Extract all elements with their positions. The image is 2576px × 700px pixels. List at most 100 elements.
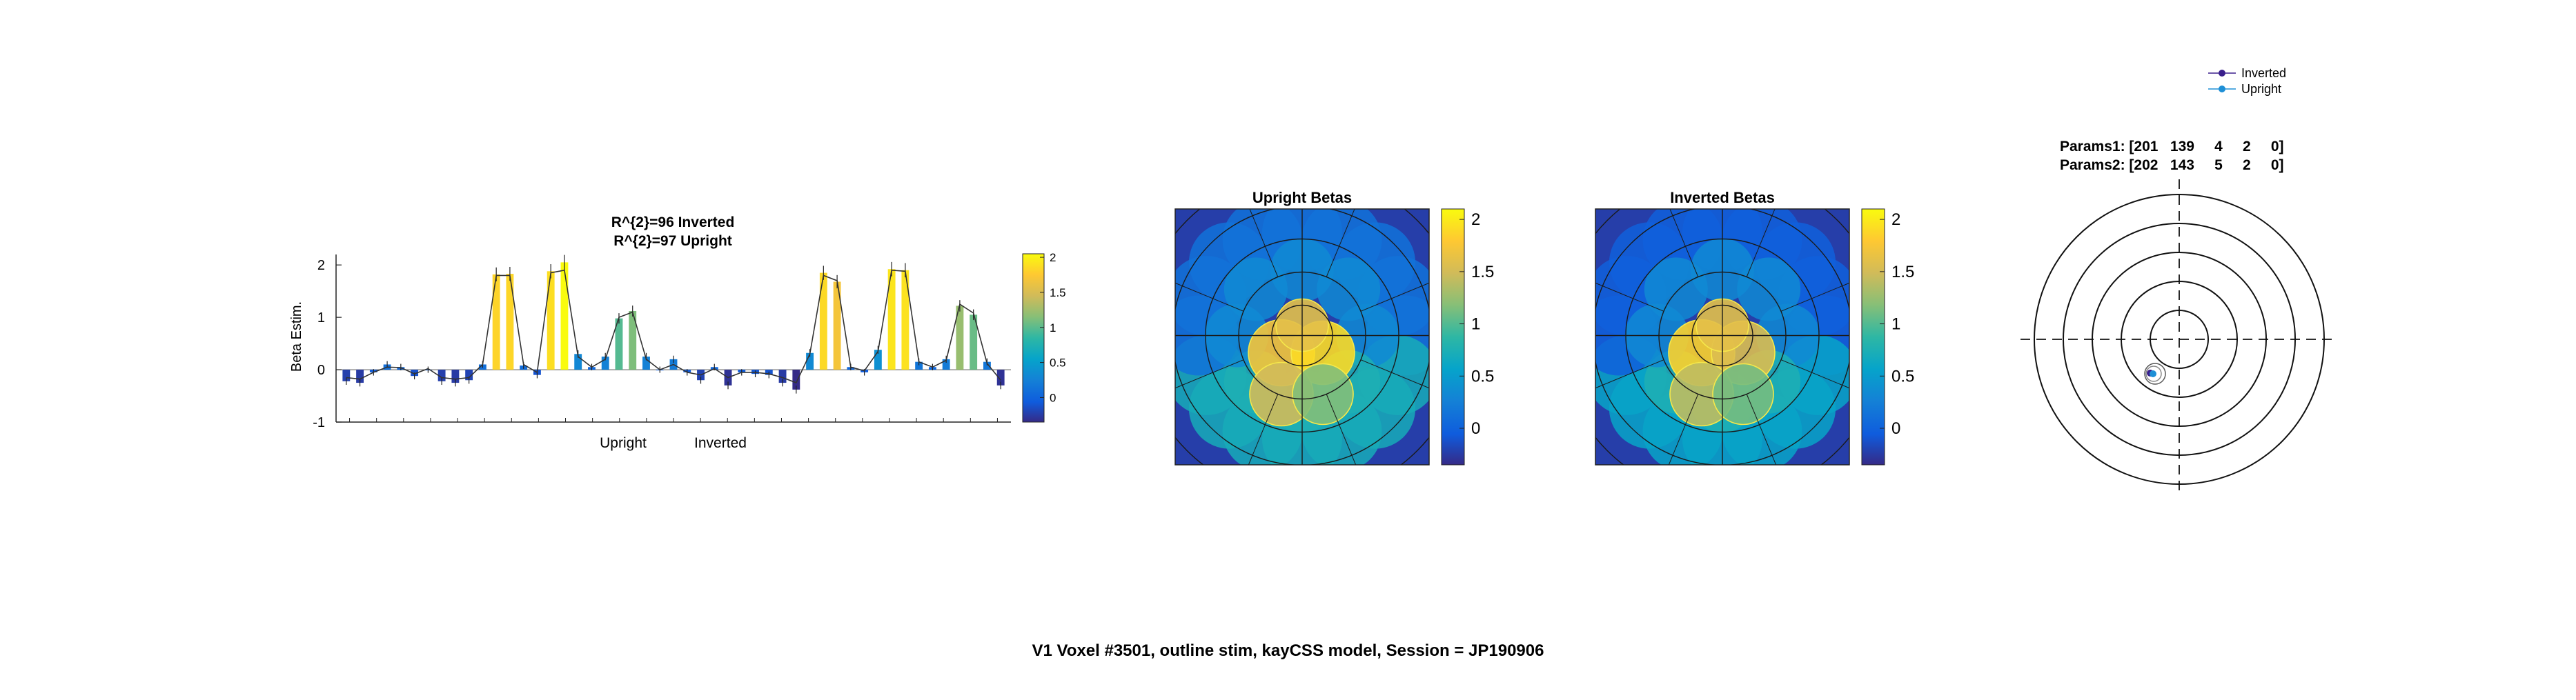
blob-outline xyxy=(1712,363,1774,426)
y-tick-label: 1 xyxy=(317,310,325,326)
colorbar-tick-label: 0.5 xyxy=(1891,367,1914,386)
bar xyxy=(629,311,637,370)
colorbar-tick-label: 1.5 xyxy=(1471,263,1494,281)
stimulus-response-blob xyxy=(1317,257,1381,321)
y-tick-label: 2 xyxy=(317,258,325,273)
bar-chart-model-fit-line xyxy=(346,269,1001,384)
bar xyxy=(437,370,446,381)
colorbar-gradient xyxy=(1441,208,1465,466)
colorbar-tick-label: 1.5 xyxy=(1050,286,1066,299)
bar xyxy=(970,314,978,370)
upright-prf-outline xyxy=(2145,366,2162,382)
bar xyxy=(465,370,473,381)
bar xyxy=(792,370,800,390)
colorbar-tick-label: 0.5 xyxy=(1050,357,1066,370)
polar-spoke xyxy=(1669,209,1699,277)
blob-outline xyxy=(1292,363,1354,426)
colorbar-tick-label: 0 xyxy=(1050,391,1056,404)
bar xyxy=(615,318,623,370)
polar-spoke xyxy=(1746,394,1777,465)
polar-spoke xyxy=(1595,282,1664,312)
colorbar-tick-label: 2 xyxy=(1050,251,1056,264)
polar-spoke xyxy=(1326,394,1357,465)
bar xyxy=(956,306,964,370)
bar-chart-y-label: Beta Estim. xyxy=(289,301,304,372)
bar xyxy=(560,262,569,370)
stimulus-response-blob xyxy=(1292,363,1353,425)
bar xyxy=(887,269,896,370)
legend-upright-label: Upright xyxy=(2241,82,2281,96)
polar-spoke xyxy=(1175,359,1244,389)
colorbar-tick-label: 1 xyxy=(1471,315,1480,334)
bar xyxy=(778,370,787,383)
inverted-betas-colorbar: 0 0.5 1 1.5 2 xyxy=(1861,208,1914,466)
bar xyxy=(506,274,514,370)
bar-chart-colorbar: 0 0.5 1 1.5 2 xyxy=(1022,251,1066,423)
bar xyxy=(492,274,500,370)
bar xyxy=(996,370,1005,386)
bar-chart-panel: R^{2}=96 Inverted R^{2}=97 Upright Beta … xyxy=(289,214,1066,451)
group-label-upright: Upright xyxy=(600,435,647,451)
legend-inverted-marker xyxy=(2219,70,2225,77)
bar-chart-bars xyxy=(342,262,1005,390)
colorbar-gradient xyxy=(1861,208,1885,466)
polar-spoke xyxy=(1668,394,1699,465)
inverted-betas-panel: Inverted Betas 0 0.5 1 1.5 2 xyxy=(1595,189,1914,466)
polar-spoke xyxy=(1780,359,1849,389)
polar-spoke xyxy=(1746,209,1776,277)
colorbar-gradient xyxy=(1022,253,1045,423)
upright-betas-heatmap xyxy=(1175,209,1429,465)
upright-betas-frame xyxy=(1174,208,1430,466)
inverted-betas-heatmap xyxy=(1595,209,1849,465)
upright-betas-title: Upright Betas xyxy=(1252,189,1352,206)
params1-text: Params1: [201 139 4 2 0] xyxy=(2060,139,2284,154)
prf-centers xyxy=(2144,363,2166,385)
figure-suptitle: V1 Voxel #3501, outline stim, kayCSS mod… xyxy=(1032,641,1544,660)
polar-spoke xyxy=(1175,282,1244,312)
group-label-inverted: Inverted xyxy=(694,435,747,451)
upright-prf-center xyxy=(2150,370,2156,377)
bar xyxy=(642,357,650,370)
bar xyxy=(942,359,950,370)
colorbar-tick-label: 2 xyxy=(1471,210,1480,229)
colorbar-tick-label: 1.5 xyxy=(1891,263,1914,281)
bar xyxy=(342,370,351,381)
bar xyxy=(601,357,609,370)
colorbar-tick-label: 0.5 xyxy=(1471,367,1494,386)
colorbar-tick-label: 1 xyxy=(1050,321,1056,334)
bar xyxy=(819,272,827,370)
bar-chart-title-line1: R^{2}=96 Inverted xyxy=(611,214,735,230)
bar xyxy=(901,270,910,370)
inverted-prf-outline xyxy=(2144,363,2166,385)
polar-spoke xyxy=(1249,209,1279,277)
bar xyxy=(874,350,882,370)
colorbar-tick-label: 0 xyxy=(1471,419,1480,438)
prf-center-plot: Inverted Upright Params1: [201 139 4 2 0… xyxy=(2021,66,2338,492)
legend-inverted-label: Inverted xyxy=(2241,66,2286,80)
colorbar-tick-label: 1 xyxy=(1891,315,1900,334)
legend-upright-marker xyxy=(2219,86,2225,92)
bar xyxy=(915,361,923,370)
polar-spoke xyxy=(1360,282,1429,312)
colorbar-tick-label: 2 xyxy=(1891,210,1900,229)
colorbar-tick-label: 0 xyxy=(1891,419,1900,438)
legend-box: Inverted Upright xyxy=(2208,66,2286,96)
polar-spoke xyxy=(1780,282,1849,312)
polar-spoke xyxy=(1248,394,1279,465)
polar-spoke xyxy=(1595,359,1664,389)
bar xyxy=(983,361,991,370)
stimulus-response-blob xyxy=(1713,363,1773,425)
y-tick-label: 0 xyxy=(317,363,325,378)
polar-spoke xyxy=(1326,209,1355,277)
bar xyxy=(356,370,364,383)
bar xyxy=(833,281,841,370)
bar xyxy=(451,370,460,383)
upright-betas-colorbar: 0 0.5 1 1.5 2 xyxy=(1441,208,1494,466)
inverted-betas-title: Inverted Betas xyxy=(1670,189,1775,206)
bar xyxy=(574,354,582,370)
bar-chart-title-line2: R^{2}=97 Upright xyxy=(613,233,732,249)
params2-text: Params2: [202 143 5 2 0] xyxy=(2060,157,2284,173)
y-tick-label: -1 xyxy=(313,415,325,430)
upright-betas-panel: Upright Betas 0 0.5 1 1.5 2 xyxy=(1174,189,1494,466)
